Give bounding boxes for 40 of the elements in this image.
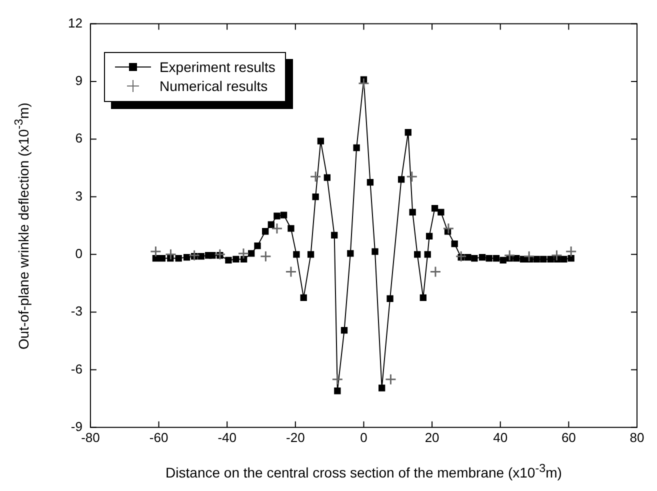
point — [442, 222, 454, 234]
y-tick-label: 9 — [75, 73, 82, 88]
point — [150, 246, 162, 258]
point — [164, 248, 176, 260]
y-tick-label: -6 — [70, 361, 82, 376]
point — [310, 170, 322, 182]
y-tick-label: 0 — [75, 246, 82, 262]
y-tick-label: 6 — [75, 130, 82, 146]
point — [285, 266, 297, 278]
x-axis-title: Distance on the central cross section of the membrane (x10$^{-3}$m) — [164, 462, 563, 481]
x-tick-label: 0 — [360, 430, 368, 445]
y-tick-label: -9 — [70, 418, 82, 434]
y-tick-label: 3 — [75, 188, 82, 204]
x-tick-label: -60 — [149, 430, 168, 445]
x-tick-label: 40 — [493, 430, 508, 445]
point — [384, 374, 396, 386]
point — [523, 250, 535, 262]
y-tick-label: 12 — [68, 15, 82, 30]
point — [238, 248, 250, 260]
legend-label: Experiment results — [159, 58, 276, 77]
legend-label: Numerical results — [159, 76, 268, 96]
x-tick-label: 20 — [424, 430, 440, 445]
point — [565, 246, 577, 258]
x-tick-label: -40 — [218, 430, 236, 445]
point — [260, 250, 272, 262]
point — [406, 170, 418, 182]
x-tick-label: -80 — [81, 430, 100, 445]
point — [214, 248, 226, 260]
x-tick-label: 80 — [630, 430, 644, 445]
point — [188, 250, 200, 262]
point — [271, 222, 283, 234]
point — [504, 250, 516, 262]
point — [332, 374, 344, 386]
y-tick-label: -3 — [70, 304, 82, 319]
point — [550, 250, 562, 262]
x-tick-label: -20 — [286, 430, 305, 445]
point — [430, 266, 442, 278]
point — [358, 78, 370, 90]
point — [455, 250, 467, 262]
x-tick-label: 60 — [561, 430, 576, 445]
